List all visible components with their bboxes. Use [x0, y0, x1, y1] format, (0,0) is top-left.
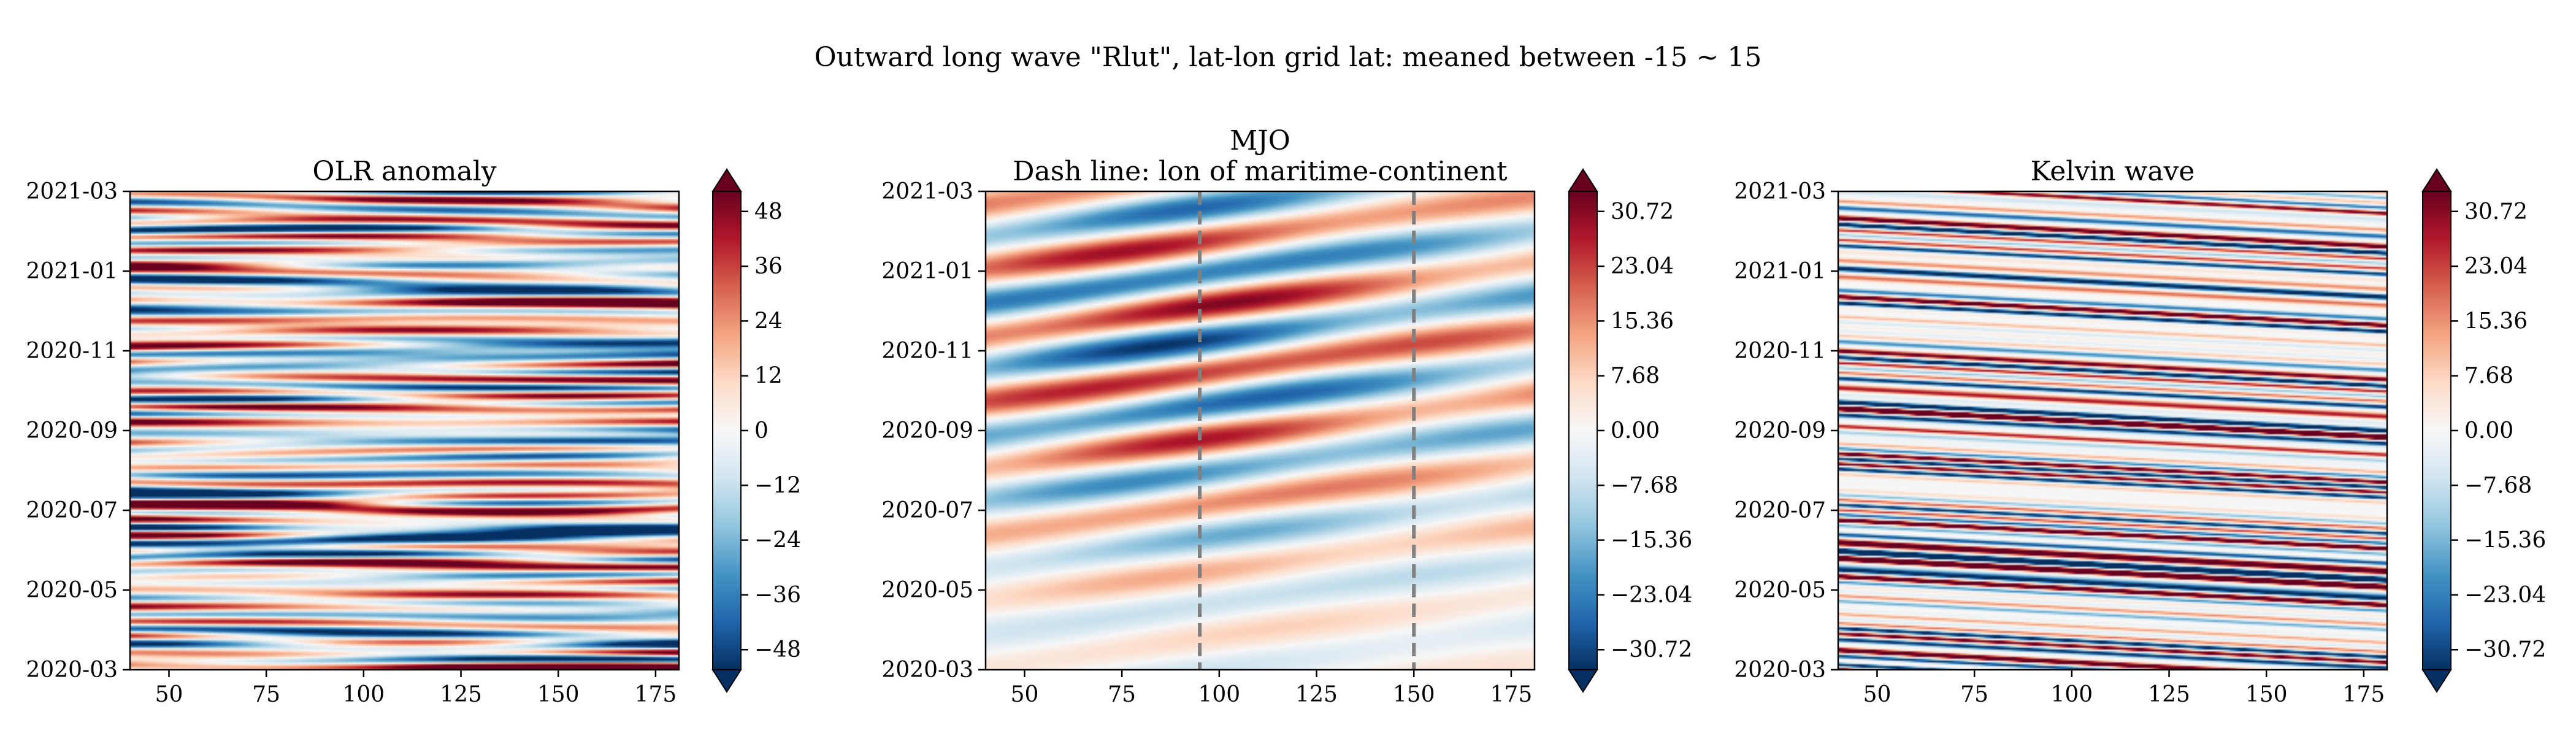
x-tick-label: 150 — [537, 682, 580, 707]
y-tick-label: 2020-07 — [881, 498, 973, 523]
x-tick-label: 125 — [1295, 682, 1338, 707]
y-tick-label: 2021-01 — [1734, 259, 1826, 284]
panel-3: Kelvin wave 50 75 100 125 150 175 2020-03 2020-0… — [1734, 156, 2546, 707]
colorbar-tick-label: −30.72 — [2464, 637, 2546, 662]
x-tick-label: 100 — [342, 682, 385, 707]
colorbar — [2423, 191, 2451, 670]
y-tick-label: 2020-03 — [1734, 657, 1826, 683]
panel-title: Dash line: lon of maritime-continent — [1013, 156, 1508, 187]
x-tick-label: 75 — [1960, 682, 1988, 707]
x-tick-label: 150 — [1393, 682, 1435, 707]
x-tick-label: 50 — [1011, 682, 1039, 707]
colorbar-tick-label: −12 — [754, 473, 801, 498]
y-tick-label: 2020-09 — [881, 418, 973, 443]
heatmap-image — [1838, 191, 2387, 670]
colorbar-tick-label: 15.36 — [1611, 309, 1674, 334]
colorbar-tick-label: 7.68 — [2464, 364, 2513, 389]
colorbar-tick-label: −23.04 — [2464, 583, 2546, 608]
heatmap-image — [986, 191, 1535, 670]
colorbar-tick-label: 15.36 — [2464, 309, 2528, 334]
y-tick-label: 2020-09 — [1734, 418, 1826, 443]
x-tick-label: 100 — [1198, 682, 1240, 707]
colorbar-extend-max — [711, 168, 742, 192]
panel-1: OLR anomaly 50 75 100 125 150 175 2020-03 2020-0… — [26, 156, 801, 707]
x-tick-label: 75 — [252, 682, 280, 707]
y-tick-label: 2020-03 — [881, 657, 973, 683]
colorbar-extend-max — [2421, 168, 2452, 192]
colorbar-tick-label: 0.00 — [1611, 418, 1660, 443]
panel-title: Kelvin wave — [2031, 156, 2195, 187]
figure-title: Outward long wave "Rlut", lat-lon grid l… — [815, 42, 1762, 73]
colorbar-extend-min — [1568, 669, 1598, 693]
y-tick-label: 2020-11 — [26, 339, 118, 364]
colorbar-tick-label: 48 — [754, 199, 783, 224]
colorbar-tick-label: −48 — [754, 637, 801, 662]
x-tick-label: 100 — [2050, 682, 2093, 707]
colorbar-extend-min — [2421, 669, 2452, 693]
colorbar-tick-label: −23.04 — [1611, 583, 1692, 608]
colorbar-tick-label: 23.04 — [1611, 254, 1674, 279]
y-tick-label: 2021-01 — [881, 259, 973, 284]
colorbar-tick-label: −7.68 — [2464, 473, 2532, 498]
colorbar-tick-label: 30.72 — [1611, 199, 1674, 224]
x-tick-label: 175 — [2343, 682, 2385, 707]
y-tick-label: 2021-03 — [881, 179, 973, 204]
colorbar-tick-label: −15.36 — [2464, 528, 2546, 553]
colorbar-tick-label: 7.68 — [1611, 364, 1660, 389]
colorbar-tick-label: −30.72 — [1611, 637, 1692, 662]
colorbar-tick-label: −7.68 — [1611, 473, 1678, 498]
x-tick-label: 75 — [1108, 682, 1136, 707]
y-tick-label: 2021-03 — [1734, 179, 1826, 204]
y-tick-label: 2020-05 — [26, 578, 118, 603]
y-tick-label: 2020-05 — [1734, 578, 1826, 603]
x-tick-label: 125 — [440, 682, 482, 707]
x-tick-label: 175 — [1490, 682, 1533, 707]
y-tick-label: 2021-01 — [26, 259, 118, 284]
panel-title: MJO — [1230, 125, 1290, 156]
colorbar-tick-label: 30.72 — [2464, 199, 2528, 224]
colorbar — [1569, 191, 1597, 670]
colorbar-tick-label: −36 — [754, 583, 801, 608]
y-tick-label: 2020-03 — [26, 657, 118, 683]
heatmap-image — [130, 191, 679, 670]
x-tick-label: 175 — [635, 682, 677, 707]
x-tick-label: 50 — [1863, 682, 1892, 707]
colorbar-tick-label: 0 — [754, 418, 769, 443]
y-tick-label: 2020-11 — [881, 339, 973, 364]
panel-title: OLR anomaly — [312, 156, 496, 187]
y-tick-label: 2020-05 — [881, 578, 973, 603]
y-tick-label: 2020-07 — [26, 498, 118, 523]
y-tick-label: 2020-09 — [26, 418, 118, 443]
colorbar-tick-label: −15.36 — [1611, 528, 1692, 553]
x-tick-label: 150 — [2245, 682, 2288, 707]
colorbar-tick-label: 36 — [754, 254, 783, 279]
colorbar-tick-label: 12 — [754, 364, 783, 389]
colorbar-tick-label: 0.00 — [2464, 418, 2513, 443]
colorbar-extend-max — [1568, 168, 1598, 192]
y-tick-label: 2021-03 — [26, 179, 118, 204]
colorbar-tick-label: 23.04 — [2464, 254, 2528, 279]
x-tick-label: 125 — [2148, 682, 2190, 707]
colorbar-tick-label: −24 — [754, 528, 801, 553]
y-tick-label: 2020-07 — [1734, 498, 1826, 523]
y-tick-label: 2020-11 — [1734, 339, 1826, 364]
x-tick-label: 50 — [155, 682, 183, 707]
colorbar-extend-min — [711, 669, 742, 693]
colorbar — [713, 191, 741, 670]
colorbar-tick-label: 24 — [754, 309, 783, 334]
